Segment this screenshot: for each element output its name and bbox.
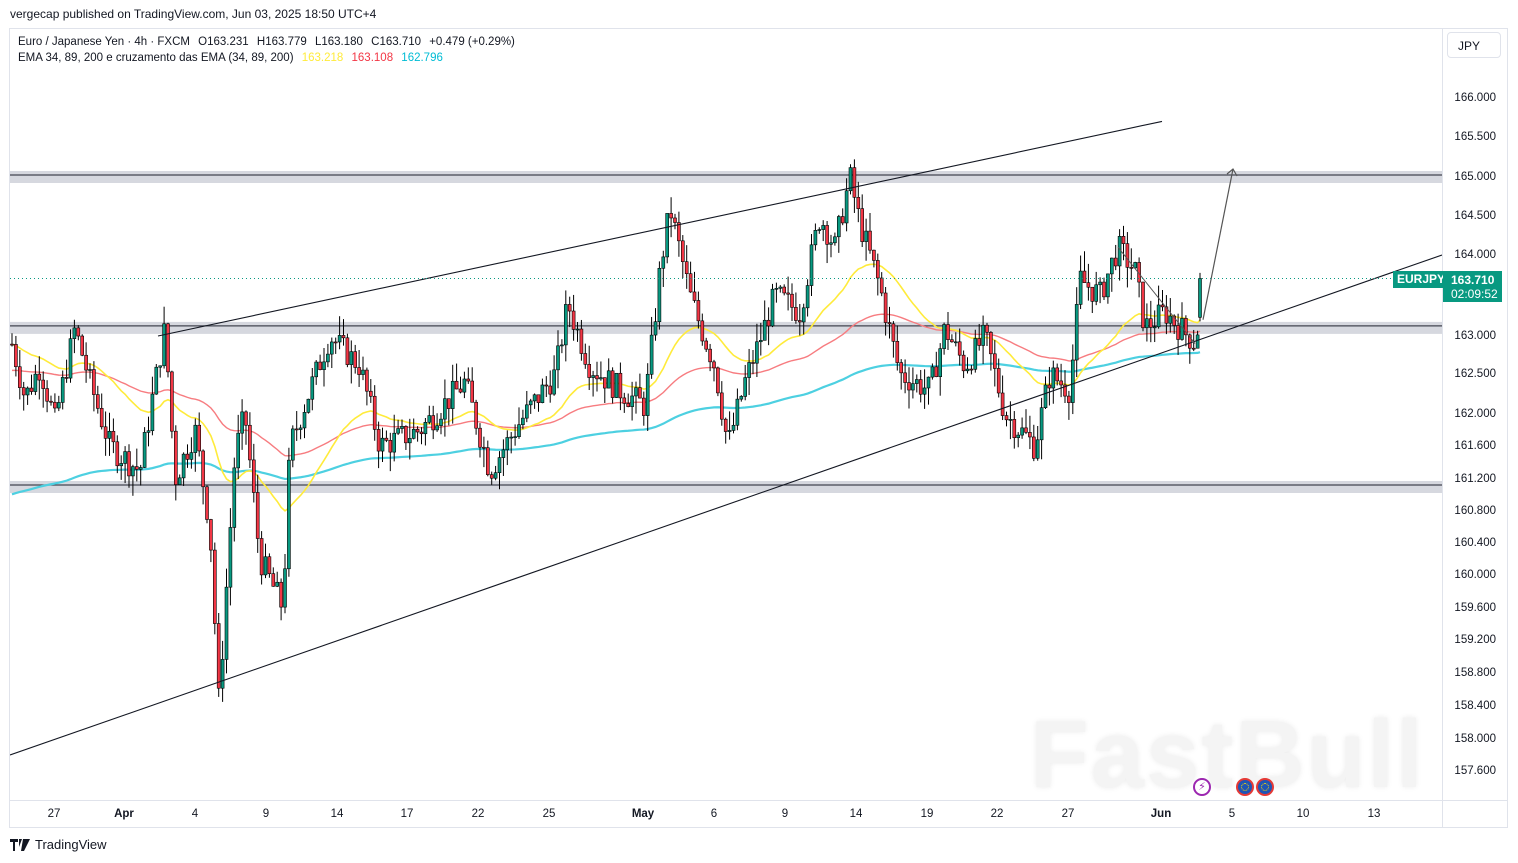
time-tick: 17	[400, 808, 414, 820]
chart-legend: Euro / Japanese Yen · 4h · FXCM O163.231…	[18, 34, 520, 66]
symbol-price-label: EURJPY	[1393, 271, 1450, 288]
chart-pane[interactable]	[10, 29, 1442, 800]
channel-upper-line	[157, 120, 1163, 337]
ema34-line	[11, 263, 1201, 512]
ema89-line	[11, 313, 1201, 457]
time-tick: 6	[710, 808, 718, 820]
ohlc-change: +0.479 (+0.29%)	[429, 36, 515, 48]
ema200-value: 162.796	[401, 52, 443, 64]
tradingview-logo-icon	[10, 838, 30, 851]
time-tick: 9	[781, 808, 789, 820]
ohlc-high: H163.779	[256, 36, 307, 48]
price-tick: 160.000	[1454, 569, 1496, 581]
time-axis[interactable]: 27 Apr 4 9 14 17 22 25 May 6 9 14 19 22 27 Jun 5 10 13	[10, 800, 1442, 828]
axis-corner	[1442, 800, 1508, 828]
price-tick: 160.400	[1454, 537, 1496, 549]
ema200-line	[11, 351, 1201, 496]
descending-trendline	[1117, 246, 1196, 344]
price-tick: 165.000	[1454, 171, 1496, 183]
symbol-row: Euro / Japanese Yen · 4h · FXCM O163.231…	[18, 34, 520, 50]
time-tick: 9	[262, 808, 270, 820]
ema89-value: 163.108	[351, 52, 394, 64]
time-tick: 5	[1228, 808, 1236, 820]
eu-event-icon[interactable]	[1236, 778, 1254, 796]
last-price-value: 163.710	[1451, 273, 1495, 287]
channel-lower-line	[10, 254, 1442, 756]
price-tick: 160.800	[1454, 505, 1496, 517]
price-tick: 158.400	[1454, 700, 1496, 712]
indicator-row: EMA 34, 89, 200 e cruzamento das EMA (34…	[18, 50, 520, 66]
currency-button[interactable]: JPY	[1447, 32, 1501, 58]
price-tick: 163.000	[1454, 330, 1496, 342]
support-resistance-zone	[10, 321, 1442, 334]
symbol-title[interactable]: Euro / Japanese Yen · 4h · FXCM	[18, 36, 190, 48]
time-tick: 25	[542, 808, 556, 820]
price-axis[interactable]: 166.000 165.500 165.000 164.500 164.000 163.0…	[1442, 29, 1508, 800]
eu-event-icon[interactable]	[1256, 778, 1274, 796]
projection-arrow	[1202, 168, 1234, 320]
price-tick: 161.600	[1454, 440, 1496, 452]
footer-brand-text: TradingView	[35, 837, 107, 852]
time-tick: 4	[191, 808, 199, 820]
time-tick: May	[631, 808, 655, 820]
time-tick: 14	[849, 808, 863, 820]
price-tick: 158.000	[1454, 733, 1496, 745]
price-tick: 161.200	[1454, 473, 1496, 485]
time-tick: Jun	[1150, 808, 1172, 820]
time-tick: 27	[47, 808, 61, 820]
arrow-head-icon	[1226, 168, 1238, 177]
support-resistance-zone	[10, 171, 1442, 183]
flash-event-icon[interactable]: ⚡	[1193, 778, 1211, 796]
ema34-value: 163.218	[301, 52, 344, 64]
time-tick: 22	[990, 808, 1004, 820]
time-tick: 14	[330, 808, 344, 820]
support-resistance-zone	[10, 481, 1442, 493]
price-tick: 159.600	[1454, 602, 1496, 614]
bar-countdown: 02:09:52	[1451, 287, 1498, 301]
price-tick: 166.000	[1454, 92, 1496, 104]
price-tick: 158.800	[1454, 667, 1496, 679]
price-tick: 162.500	[1454, 368, 1496, 380]
last-price-label: 163.710 02:09:52	[1443, 271, 1502, 302]
time-tick: 10	[1296, 808, 1310, 820]
time-tick: Apr	[114, 808, 134, 820]
price-tick: 159.200	[1454, 634, 1496, 646]
price-tick: 165.500	[1454, 131, 1496, 143]
ohlc-open: O163.231	[198, 36, 249, 48]
price-tick: 164.000	[1454, 249, 1496, 261]
price-tick: 157.600	[1454, 765, 1496, 777]
ohlc-close: C163.710	[371, 36, 422, 48]
time-tick: 13	[1367, 808, 1381, 820]
ohlc-low: L163.180	[314, 36, 363, 48]
candlestick-chart	[10, 120, 1442, 756]
chart-frame	[9, 28, 1508, 828]
indicator-title[interactable]: EMA 34, 89, 200 e cruzamento das EMA (34…	[18, 52, 294, 64]
footer-brand[interactable]: TradingView	[10, 837, 107, 852]
price-tick: 162.000	[1454, 408, 1496, 420]
time-tick: 19	[920, 808, 934, 820]
price-tick: 164.500	[1454, 210, 1496, 222]
time-tick: 27	[1061, 808, 1075, 820]
publisher-caption: vergecap published on TradingView.com, J…	[10, 7, 377, 21]
time-tick: 22	[471, 808, 485, 820]
